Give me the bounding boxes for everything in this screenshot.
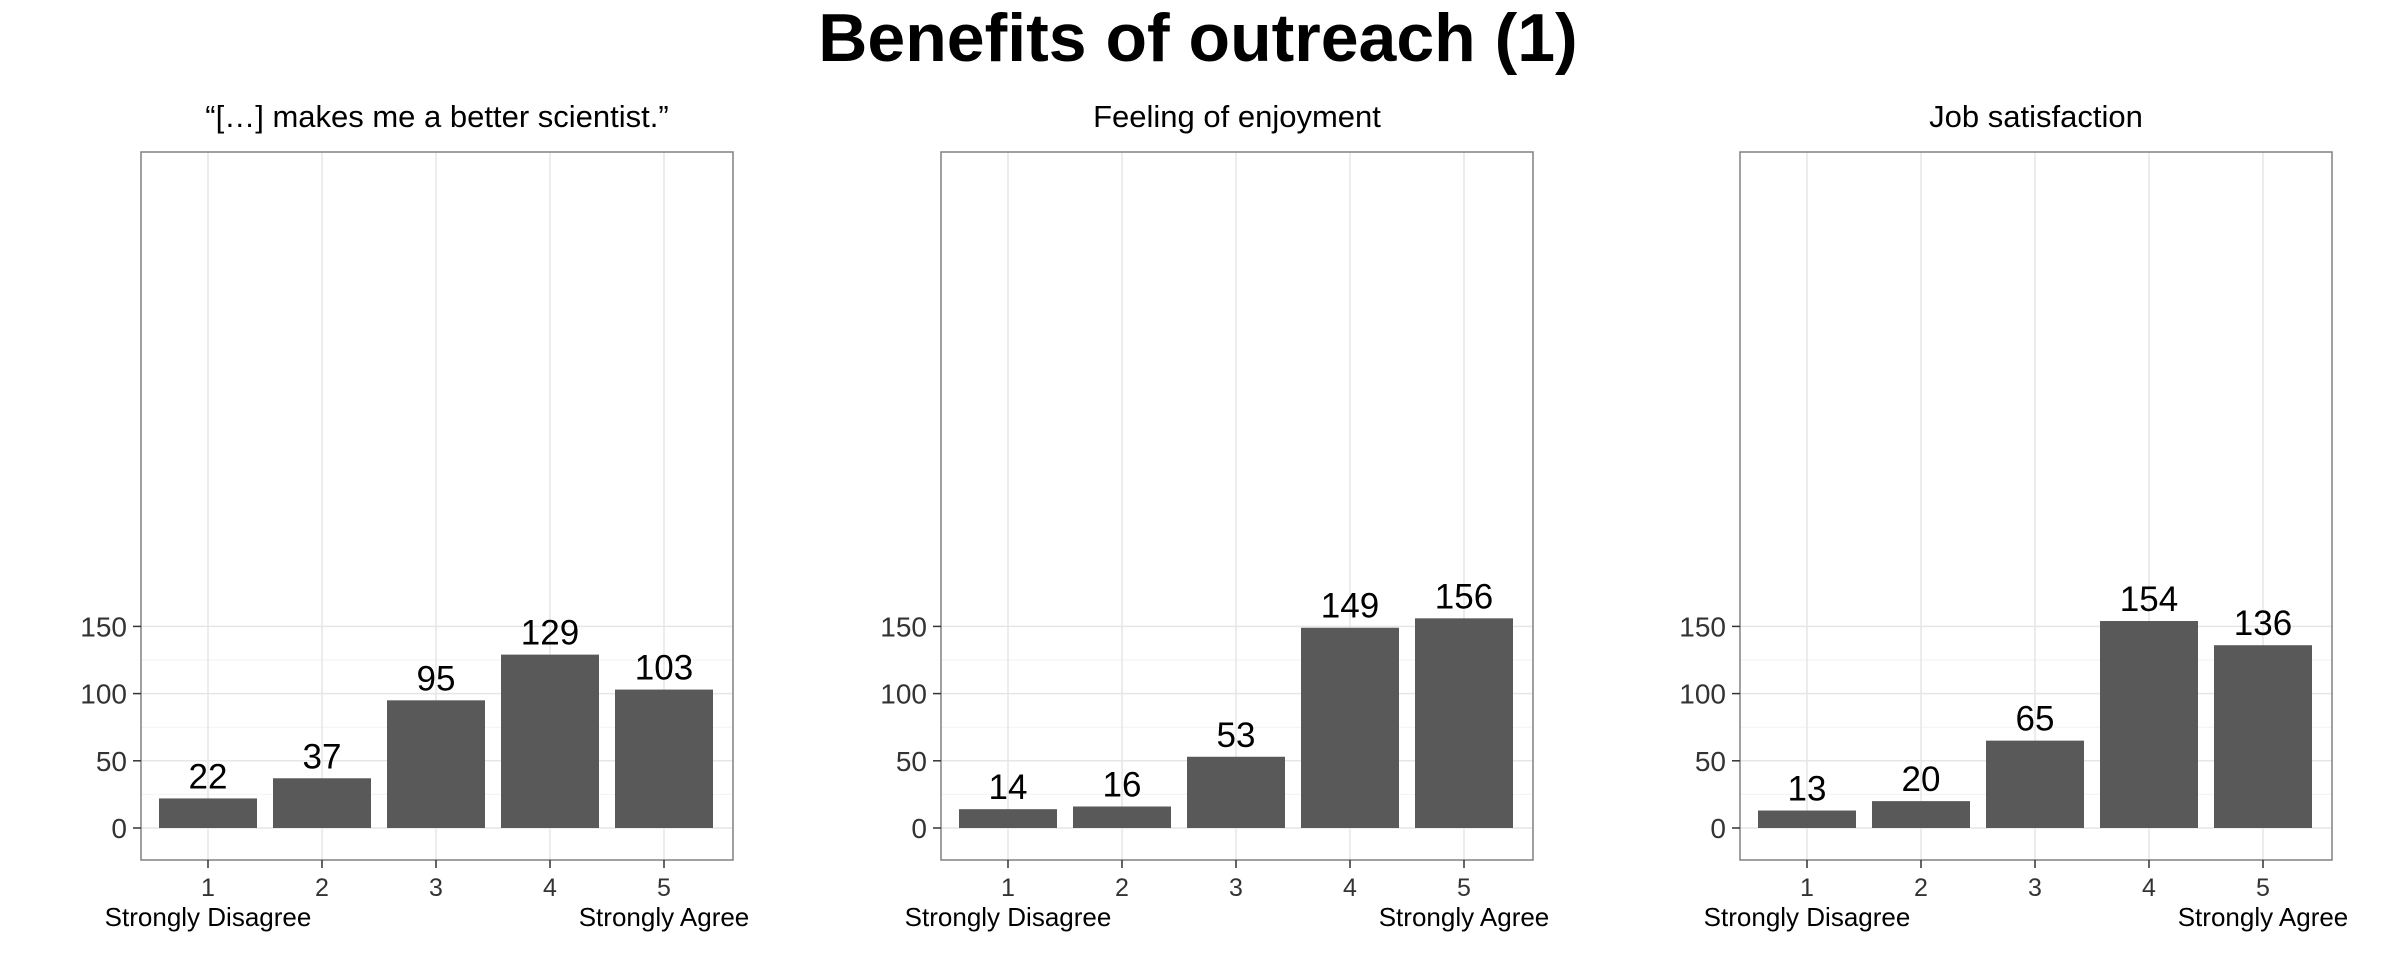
y-tick-label: 100 bbox=[880, 679, 927, 710]
x-tick-label: 4 bbox=[1343, 874, 1357, 902]
y-tick-label: 0 bbox=[911, 813, 927, 844]
x-end-label-left: Strongly Disagree bbox=[105, 902, 312, 932]
bar-4 bbox=[2100, 621, 2198, 828]
y-tick-label: 100 bbox=[1679, 679, 1726, 710]
chart-panel-3: 13 20 65 154 136 0 50 100 150 1 2 3 4 5 Strongly Disag… bbox=[1679, 99, 2348, 932]
bar-1 bbox=[1758, 810, 1856, 828]
y-tick-label: 50 bbox=[96, 746, 127, 777]
panel-title: Job satisfaction bbox=[1929, 99, 2143, 134]
bar-2 bbox=[1073, 806, 1171, 828]
x-tick-label: 3 bbox=[429, 874, 443, 902]
x-tick-label: 3 bbox=[1229, 874, 1243, 902]
bar-3 bbox=[1187, 756, 1285, 828]
x-end-label-right: Strongly Agree bbox=[579, 902, 750, 932]
x-tick-label: 1 bbox=[201, 874, 215, 902]
bar-value-label: 53 bbox=[1217, 716, 1256, 755]
bar-5 bbox=[2214, 645, 2312, 828]
panel-border bbox=[1739, 151, 2333, 861]
bar-value-label: 156 bbox=[1435, 577, 1493, 616]
bar-value-label: 22 bbox=[189, 757, 228, 796]
bar-2 bbox=[1872, 801, 1970, 828]
y-tick-label: 150 bbox=[1679, 611, 1726, 642]
bar-value-label: 95 bbox=[417, 659, 456, 698]
panel-border bbox=[940, 151, 1534, 861]
panel-border bbox=[140, 151, 734, 861]
bar-5 bbox=[615, 689, 713, 828]
panel-title: Feeling of enjoyment bbox=[1093, 99, 1381, 134]
y-tick-label: 50 bbox=[1695, 746, 1726, 777]
bar-value-label: 37 bbox=[303, 737, 342, 776]
bar-value-label: 13 bbox=[1788, 770, 1827, 809]
x-end-label-left: Strongly Disagree bbox=[905, 902, 1112, 932]
x-tick-label: 4 bbox=[2142, 874, 2156, 902]
x-tick-label: 2 bbox=[1115, 874, 1129, 902]
bar-1 bbox=[159, 798, 257, 828]
bar-value-label: 129 bbox=[521, 614, 579, 653]
x-end-label-left: Strongly Disagree bbox=[1704, 902, 1911, 932]
bar-4 bbox=[1301, 627, 1399, 828]
x-end-label-right: Strongly Agree bbox=[1379, 902, 1550, 932]
y-tick-label: 150 bbox=[80, 611, 127, 642]
y-tick-label: 0 bbox=[111, 813, 127, 844]
chart-panel-2: 14 16 53 149 156 0 50 100 150 1 2 3 4 5 Strongly Disag… bbox=[880, 99, 1549, 932]
y-tick-label: 0 bbox=[1710, 813, 1726, 844]
bar-4 bbox=[501, 654, 599, 828]
bar-value-label: 154 bbox=[2120, 580, 2178, 619]
bar-1 bbox=[959, 809, 1057, 828]
x-tick-label: 4 bbox=[543, 874, 557, 902]
x-tick-label: 1 bbox=[1800, 874, 1814, 902]
bar-value-label: 149 bbox=[1321, 587, 1379, 626]
x-tick-label: 2 bbox=[1914, 874, 1928, 902]
bar-value-label: 20 bbox=[1902, 760, 1941, 799]
bar-5 bbox=[1415, 618, 1513, 828]
bar-3 bbox=[387, 700, 485, 828]
chart-panel-1: 22 37 95 129 103 0 50 100 150 1 2 3 4 5 Strongly Disag… bbox=[80, 99, 749, 932]
x-tick-label: 2 bbox=[315, 874, 329, 902]
x-tick-label: 1 bbox=[1001, 874, 1015, 902]
figure-title: Benefits of outreach (1) bbox=[818, 0, 1578, 76]
panel-title: “[…] makes me a better scientist.” bbox=[205, 99, 668, 134]
bar-value-label: 103 bbox=[635, 649, 693, 688]
bar-value-label: 14 bbox=[989, 768, 1028, 807]
x-end-label-right: Strongly Agree bbox=[2178, 902, 2349, 932]
bar-value-label: 16 bbox=[1103, 765, 1142, 804]
bar-value-label: 136 bbox=[2234, 604, 2292, 643]
y-tick-label: 100 bbox=[80, 679, 127, 710]
x-tick-label: 5 bbox=[657, 874, 671, 902]
x-tick-label: 5 bbox=[1457, 874, 1471, 902]
y-tick-label: 50 bbox=[896, 746, 927, 777]
bar-3 bbox=[1986, 740, 2084, 828]
x-tick-label: 3 bbox=[2028, 874, 2042, 902]
bar-value-label: 65 bbox=[2016, 700, 2055, 739]
y-tick-label: 150 bbox=[880, 611, 927, 642]
bar-2 bbox=[273, 778, 371, 828]
x-tick-label: 5 bbox=[2256, 874, 2270, 902]
